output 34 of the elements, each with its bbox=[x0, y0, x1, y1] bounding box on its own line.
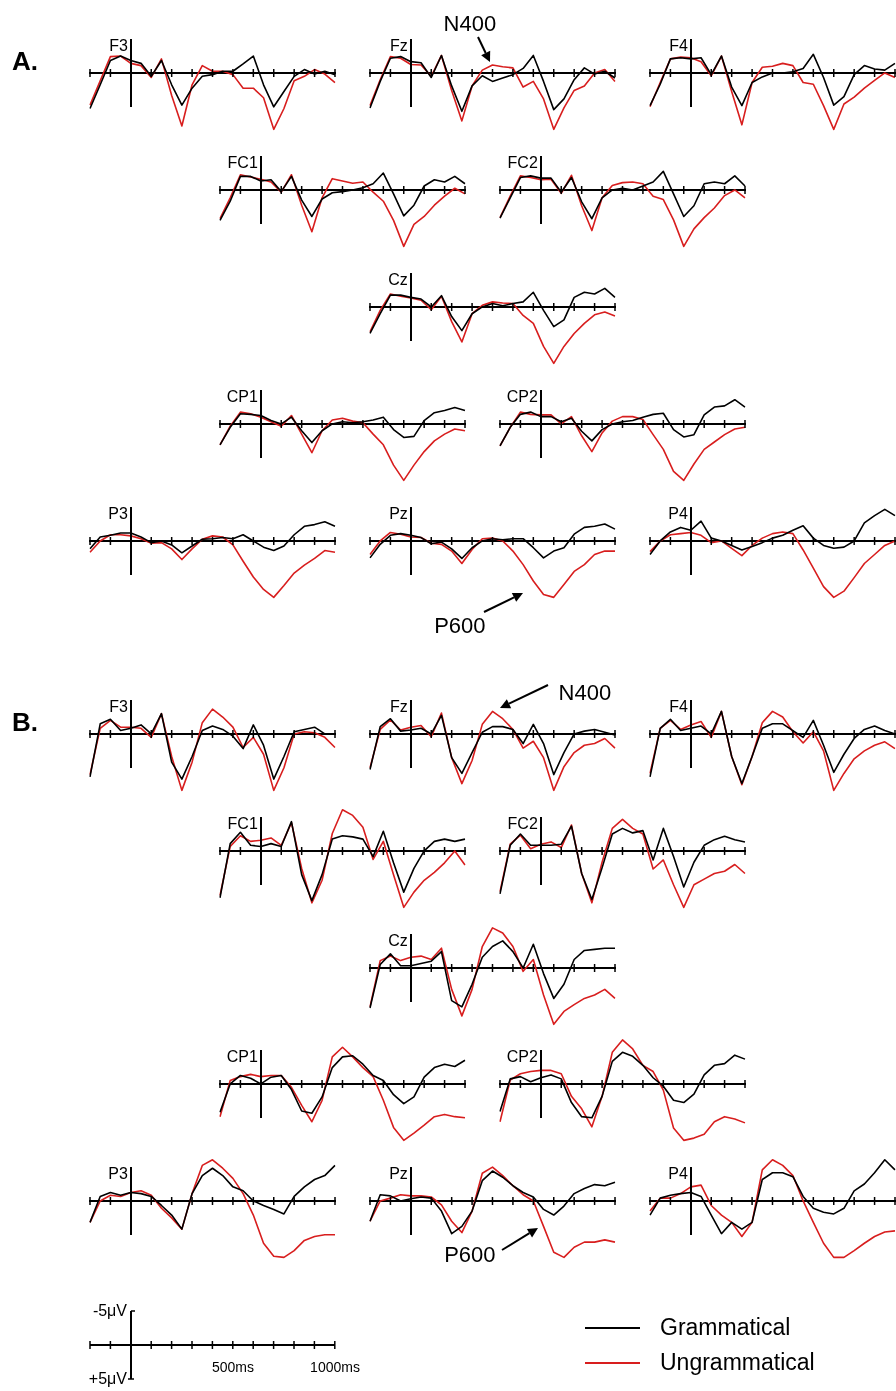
chart-title: FC2 bbox=[507, 815, 539, 832]
chart-title: FC2 bbox=[507, 154, 539, 171]
annotation: P600 bbox=[444, 1242, 496, 1267]
chart-title: CP2 bbox=[506, 388, 539, 405]
chart-title: Cz bbox=[388, 932, 408, 949]
text: N400 bbox=[558, 680, 612, 705]
text: 500ms bbox=[211, 1359, 255, 1375]
text: P600 bbox=[434, 613, 486, 638]
chart-title: Pz bbox=[389, 1165, 408, 1182]
chart-title: P3 bbox=[108, 505, 129, 522]
chart-title: FC1 bbox=[227, 815, 259, 832]
chart-title: Pz bbox=[389, 505, 408, 522]
legend-label: Ungrammatical bbox=[660, 1349, 815, 1376]
legend-label: Grammatical bbox=[660, 1314, 791, 1341]
chart-title: CP1 bbox=[226, 388, 259, 405]
text: N400 bbox=[443, 11, 497, 37]
chart-title: Fz bbox=[390, 698, 408, 715]
text: B. bbox=[12, 707, 39, 737]
chart-title: FC1 bbox=[227, 154, 259, 171]
text: -5μV bbox=[92, 1302, 127, 1320]
chart-title: F4 bbox=[669, 37, 689, 55]
chart-title: CP1 bbox=[226, 1048, 259, 1065]
chart-title: P4 bbox=[668, 505, 689, 522]
chart-title: F3 bbox=[109, 37, 129, 55]
text: CP2 bbox=[506, 1048, 539, 1065]
chart-title: P4 bbox=[668, 1165, 689, 1182]
chart-title: Cz bbox=[388, 271, 408, 288]
chart-title: F3 bbox=[109, 698, 129, 715]
text: +5μV bbox=[88, 1370, 127, 1388]
chart-title: P3 bbox=[108, 1165, 129, 1182]
text: A. bbox=[12, 46, 39, 77]
chart-title: F4 bbox=[669, 698, 689, 715]
chart-title: Fz bbox=[390, 37, 408, 55]
text: 1000ms bbox=[310, 1359, 360, 1375]
